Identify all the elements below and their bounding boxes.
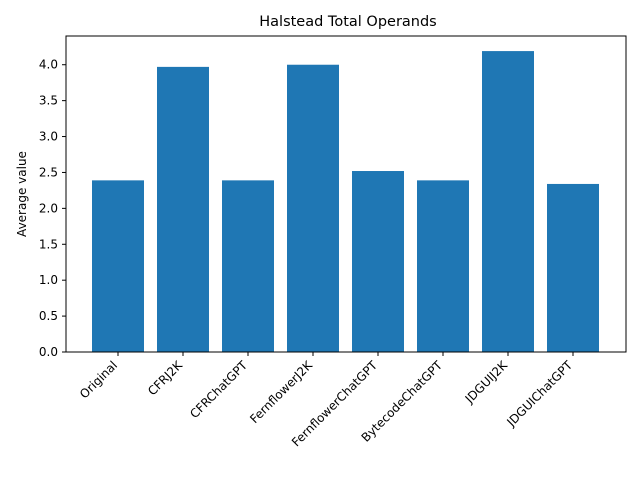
y-tick-label: 0.0 <box>39 345 58 359</box>
plot-area-frame <box>65 35 627 353</box>
y-tick-label: 2.5 <box>39 165 58 179</box>
y-tick-label: 4.0 <box>39 58 58 72</box>
y-tick-label: 1.0 <box>39 273 58 287</box>
y-tick-label: 3.0 <box>39 130 58 144</box>
bar-original <box>92 180 144 352</box>
bar-bytecodechatgpt <box>417 180 469 352</box>
bar-cfrchatgpt <box>222 180 274 352</box>
y-tick-label: 3.5 <box>39 94 58 108</box>
bar-jdguichatgpt <box>547 183 599 352</box>
y-tick-label: 2.0 <box>39 201 58 215</box>
bars-group <box>92 51 599 353</box>
y-axis-ticks: 0.0 0.5 1.0 1.5 2.0 2.5 3.0 3.5 4.0 <box>39 58 66 359</box>
y-axis-label: Average value <box>15 151 29 237</box>
bar-jdguij2k <box>482 51 534 352</box>
y-tick-label: 0.5 <box>39 309 58 323</box>
bar-fernflowerchatgpt <box>352 171 404 352</box>
chart-title: Halstead Total Operands <box>259 14 436 30</box>
bar-cfrj2k <box>157 66 209 352</box>
y-tick-label: 1.5 <box>39 237 58 251</box>
bar-fernflowerj2k <box>287 64 339 353</box>
